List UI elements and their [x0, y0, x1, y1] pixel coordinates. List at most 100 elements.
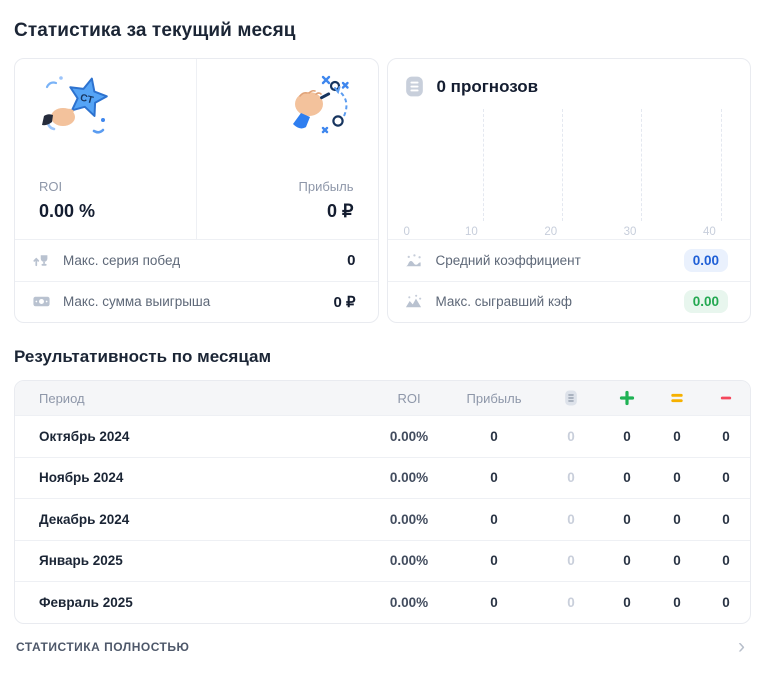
returns-cell: 0 — [673, 470, 681, 486]
x-tick-10: 10 — [465, 226, 478, 238]
profit-value: 0 ₽ — [327, 201, 354, 221]
losses-cell: 0 — [722, 428, 730, 444]
table-row: Декабрь 2024 0.00% 0 0 0 0 0 — [15, 498, 750, 540]
forecasts-title: 0 прогнозов — [436, 76, 539, 96]
total-cell: 0 — [567, 470, 575, 486]
profit-metric: Прибыль 0 ₽ — [299, 179, 354, 222]
max-odds-label: Макс. сыгравший кэф — [435, 294, 573, 310]
x-tick-30: 30 — [623, 226, 637, 238]
max-odds-chart-icon — [404, 292, 424, 311]
wins-cell: 0 — [623, 553, 631, 569]
forecasts-card: 0 прогнозов 0 10 20 30 40 — [386, 58, 751, 323]
roi-metric: ROI 0.00 % — [39, 179, 172, 222]
avg-odds-row: Средний коэффициент 0.00 — [387, 239, 750, 281]
period-cell: Декабрь 2024 — [39, 511, 130, 527]
max-win-streak-value: 0 — [347, 251, 356, 269]
max-win-sum-row: Макс. сумма выигрыша 0 ₽ — [15, 280, 378, 323]
roi-label: ROI — [39, 179, 63, 194]
svg-text:СТ: СТ — [79, 93, 94, 107]
table-row: Октябрь 2024 0.00% 0 0 0 0 0 — [15, 415, 750, 457]
profit-cell: 0 — [490, 553, 498, 569]
losses-cell: 0 — [722, 594, 730, 610]
roi-cell: 0.00% — [389, 428, 429, 444]
table-header-row: Период ROI Прибыль — [15, 381, 750, 415]
avg-odds-chart-icon — [404, 251, 424, 270]
total-cell: 0 — [567, 511, 575, 527]
losses-cell: 0 — [722, 553, 730, 569]
profit-cell: 0 — [490, 594, 498, 610]
losses-cell: 0 — [722, 511, 730, 527]
forecasts-body: 0 прогнозов 0 10 20 30 40 — [388, 59, 751, 239]
full-stats-link[interactable]: СТАТИСТИКА ПОЛНОСТЬЮ › — [14, 634, 751, 658]
gridline — [482, 109, 484, 221]
profit-cell: 0 — [490, 470, 498, 486]
win-streak-icon — [31, 251, 51, 270]
avg-odds-label: Средний коэффициент — [435, 252, 581, 268]
table-row: Январь 2025 0.00% 0 0 0 0 0 — [15, 539, 750, 582]
wins-cell: 0 — [623, 470, 631, 486]
monthly-table: Период ROI Прибыль — [14, 380, 751, 624]
returns-cell: 0 — [673, 428, 681, 444]
x-tick-40: 40 — [702, 226, 716, 238]
col-profit-header: Прибыль — [466, 390, 522, 406]
period-cell: Ноябрь 2024 — [39, 470, 124, 486]
tactics-hand-icon — [282, 71, 354, 145]
max-win-sum-label: Макс. сумма выигрыша — [63, 294, 211, 310]
roi-value: 0.00 % — [39, 201, 96, 221]
period-cell: Октябрь 2024 — [39, 428, 130, 444]
profit-cell: 0 — [490, 428, 498, 444]
predictions-count-icon — [540, 388, 602, 408]
star-in-hand-icon: СТ — [39, 71, 172, 145]
plus-icon — [602, 390, 652, 406]
x-tick-20: 20 — [544, 226, 558, 238]
banknote-icon — [31, 292, 51, 311]
summary-card: СТ ROI 0.00 % — [14, 58, 379, 323]
roi-cell: 0.00% — [389, 594, 429, 610]
table-row: Февраль 2025 0.00% 0 0 0 0 0 — [15, 581, 750, 623]
total-cell: 0 — [567, 428, 575, 444]
wins-cell: 0 — [623, 511, 631, 527]
predictions-chart: 0 10 20 30 40 — [404, 103, 735, 239]
gridline — [641, 109, 643, 221]
period-cell: Февраль 2025 — [39, 594, 133, 610]
full-stats-label: СТАТИСТИКА ПОЛНОСТЬЮ — [16, 639, 190, 654]
returns-cell: 0 — [673, 511, 681, 527]
total-cell: 0 — [567, 553, 575, 569]
max-win-sum-value: 0 ₽ — [333, 293, 356, 311]
wins-cell: 0 — [623, 428, 631, 444]
max-win-streak-row: Макс. серия побед 0 — [15, 239, 378, 281]
roi-profit-split: СТ ROI 0.00 % — [15, 59, 378, 239]
roi-cell: 0.00% — [389, 511, 429, 527]
avg-odds-value-badge: 0.00 — [683, 248, 728, 272]
chevron-right-icon: › — [738, 634, 745, 658]
profit-column: Прибыль 0 ₽ — [195, 59, 378, 239]
roi-cell: 0.00% — [389, 553, 429, 569]
table-row: Ноябрь 2024 0.00% 0 0 0 0 0 — [15, 456, 750, 499]
max-odds-row: Макс. сыгравший кэф 0.00 — [387, 280, 750, 323]
returns-cell: 0 — [673, 594, 681, 610]
total-cell: 0 — [567, 594, 575, 610]
losses-cell: 0 — [722, 470, 730, 486]
forecasts-header: 0 прогнозов — [402, 74, 737, 99]
max-win-streak-label: Макс. серия побед — [63, 252, 181, 268]
equals-icon — [652, 390, 702, 406]
col-period-header: Период — [39, 390, 85, 406]
max-odds-value-badge: 0.00 — [683, 290, 728, 314]
monthly-section-title: Результативность по месяцам — [14, 347, 272, 366]
page-title: Статистика за текущий месяц — [14, 20, 296, 41]
roi-column: СТ ROI 0.00 % — [15, 59, 196, 239]
profit-label: Прибыль — [298, 179, 354, 194]
minus-icon — [702, 390, 750, 406]
roi-cell: 0.00% — [389, 470, 429, 486]
profit-cell: 0 — [490, 511, 498, 527]
stats-page: Статистика за текущий месяц — [0, 20, 765, 658]
wins-cell: 0 — [623, 594, 631, 610]
summary-cards-row: СТ ROI 0.00 % — [14, 58, 751, 323]
gridline — [562, 109, 564, 221]
predictions-list-icon — [402, 74, 427, 99]
x-tick-0: 0 — [403, 226, 410, 238]
period-cell: Январь 2025 — [39, 553, 123, 569]
gridline — [720, 109, 722, 221]
returns-cell: 0 — [673, 553, 681, 569]
col-roi-header: ROI — [397, 390, 421, 406]
